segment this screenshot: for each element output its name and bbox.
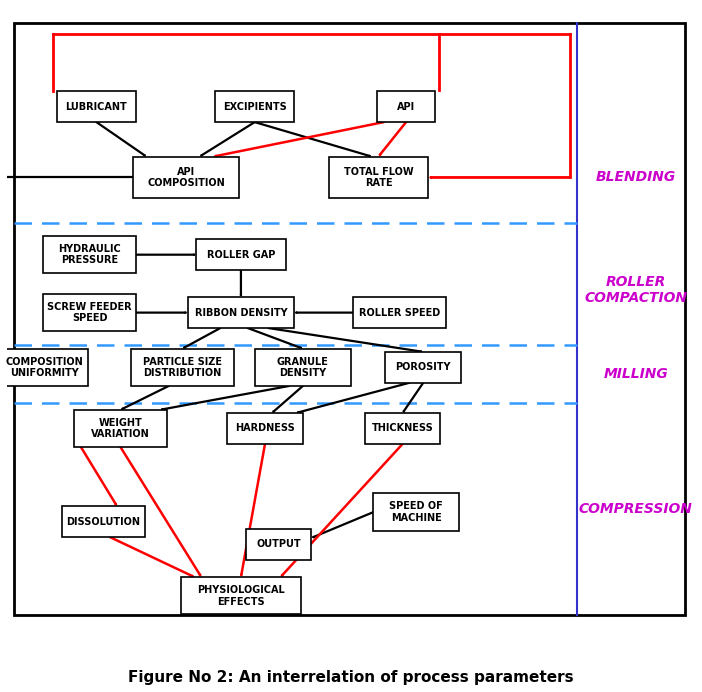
Text: RIBBON DENSITY: RIBBON DENSITY xyxy=(194,308,287,318)
Text: HYDRAULIC
PRESSURE: HYDRAULIC PRESSURE xyxy=(58,244,121,266)
FancyBboxPatch shape xyxy=(187,297,294,328)
Text: THICKNESS: THICKNESS xyxy=(372,424,433,433)
FancyBboxPatch shape xyxy=(133,156,239,199)
Text: SCREW FEEDER
SPEED: SCREW FEEDER SPEED xyxy=(47,302,132,323)
FancyBboxPatch shape xyxy=(62,507,145,537)
Text: API: API xyxy=(397,102,415,111)
Text: OUTPUT: OUTPUT xyxy=(256,539,301,549)
Text: Figure No 2: An interrelation of process parameters: Figure No 2: An interrelation of process… xyxy=(128,670,574,685)
Text: COMPRESSION: COMPRESSION xyxy=(579,502,693,516)
Text: SPEED OF
MACHINE: SPEED OF MACHINE xyxy=(390,501,443,523)
Text: LUBRICANT: LUBRICANT xyxy=(65,102,127,111)
FancyBboxPatch shape xyxy=(197,239,286,270)
FancyBboxPatch shape xyxy=(43,294,136,331)
FancyBboxPatch shape xyxy=(57,91,136,122)
FancyBboxPatch shape xyxy=(365,413,440,444)
Text: DISSOLUTION: DISSOLUTION xyxy=(66,517,140,527)
Text: ROLLER
COMPACTION: ROLLER COMPACTION xyxy=(584,275,687,305)
Text: GRANULE
DENSITY: GRANULE DENSITY xyxy=(277,356,329,378)
Text: HARDNESS: HARDNESS xyxy=(235,424,295,433)
FancyBboxPatch shape xyxy=(74,410,167,447)
FancyBboxPatch shape xyxy=(246,529,312,560)
Text: POROSITY: POROSITY xyxy=(395,363,451,372)
FancyBboxPatch shape xyxy=(352,297,446,328)
Text: EXCIPIENTS: EXCIPIENTS xyxy=(223,102,286,111)
FancyBboxPatch shape xyxy=(385,352,461,383)
Text: PHYSIOLOGICAL
EFFECTS: PHYSIOLOGICAL EFFECTS xyxy=(197,585,285,607)
Text: MILLING: MILLING xyxy=(604,367,668,381)
FancyBboxPatch shape xyxy=(215,91,294,122)
Text: ROLLER GAP: ROLLER GAP xyxy=(206,250,275,260)
Text: BLENDING: BLENDING xyxy=(596,170,676,185)
Text: WEIGHT
VARIATION: WEIGHT VARIATION xyxy=(91,418,150,439)
FancyBboxPatch shape xyxy=(43,236,136,273)
Text: TOTAL FLOW
RATE: TOTAL FLOW RATE xyxy=(344,167,413,188)
FancyBboxPatch shape xyxy=(255,349,351,386)
FancyBboxPatch shape xyxy=(131,349,234,386)
FancyBboxPatch shape xyxy=(180,577,301,614)
FancyBboxPatch shape xyxy=(227,413,303,444)
FancyBboxPatch shape xyxy=(2,349,88,386)
Text: COMPOSITION
UNIFORMITY: COMPOSITION UNIFORMITY xyxy=(6,356,84,378)
Text: PARTICLE SIZE
DISTRIBUTION: PARTICLE SIZE DISTRIBUTION xyxy=(143,356,222,378)
FancyBboxPatch shape xyxy=(329,156,428,199)
Text: ROLLER SPEED: ROLLER SPEED xyxy=(359,308,439,318)
FancyBboxPatch shape xyxy=(377,91,435,122)
Text: API
COMPOSITION: API COMPOSITION xyxy=(147,167,225,188)
FancyBboxPatch shape xyxy=(373,493,459,531)
